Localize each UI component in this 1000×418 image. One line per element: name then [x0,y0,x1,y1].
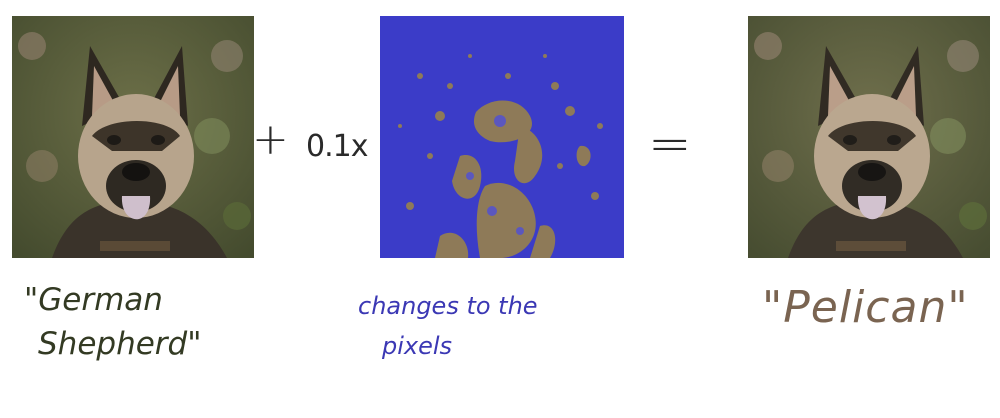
adversarial-dog-image [748,16,990,258]
original-dog-image [12,16,254,258]
equals-operator: = [648,114,692,174]
scale-factor-label: 0.1x [306,129,368,164]
plus-operator: + [252,114,289,165]
label-german-shepherd: "German Shepherd" [24,278,201,366]
caption-mid-line1: changes to the [358,292,538,320]
label-pelican: "Pelican" [762,282,969,333]
caption-left-line1: "German [24,282,163,318]
caption-mid-line2: pixels [382,332,453,360]
label-pixel-changes: changes to the pixels [358,286,538,366]
perturbation-noise-image [380,16,624,258]
caption-left-line2: Shepherd" [38,326,202,362]
